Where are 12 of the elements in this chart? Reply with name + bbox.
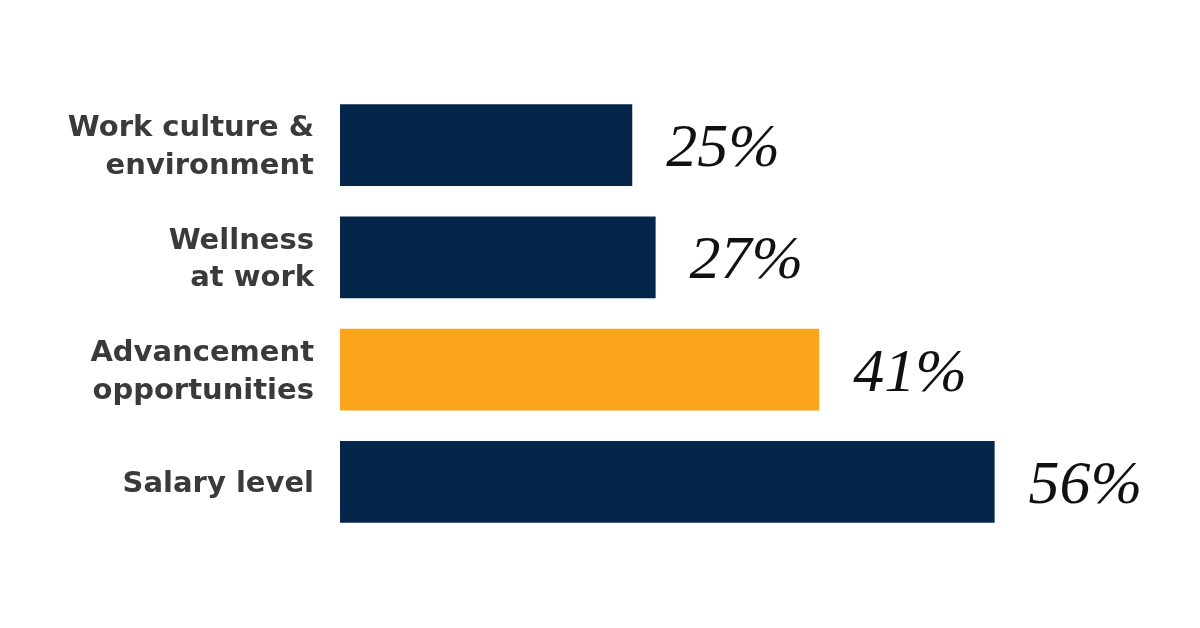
data-label: 25% bbox=[635, 111, 780, 180]
data-label: 56% bbox=[997, 447, 1143, 516]
data-label: 27% bbox=[658, 223, 804, 292]
data-label: 41% bbox=[822, 335, 967, 404]
y-tick-label: Wellness at work bbox=[168, 221, 315, 294]
bar bbox=[340, 216, 656, 299]
bar bbox=[340, 328, 820, 411]
y-tick-label: Advancement opportunities bbox=[90, 333, 315, 406]
bar bbox=[340, 104, 633, 187]
y-tick-label: Salary level bbox=[122, 465, 314, 500]
bar bbox=[340, 440, 995, 523]
y-tick-label: Work culture & environment bbox=[67, 109, 315, 182]
